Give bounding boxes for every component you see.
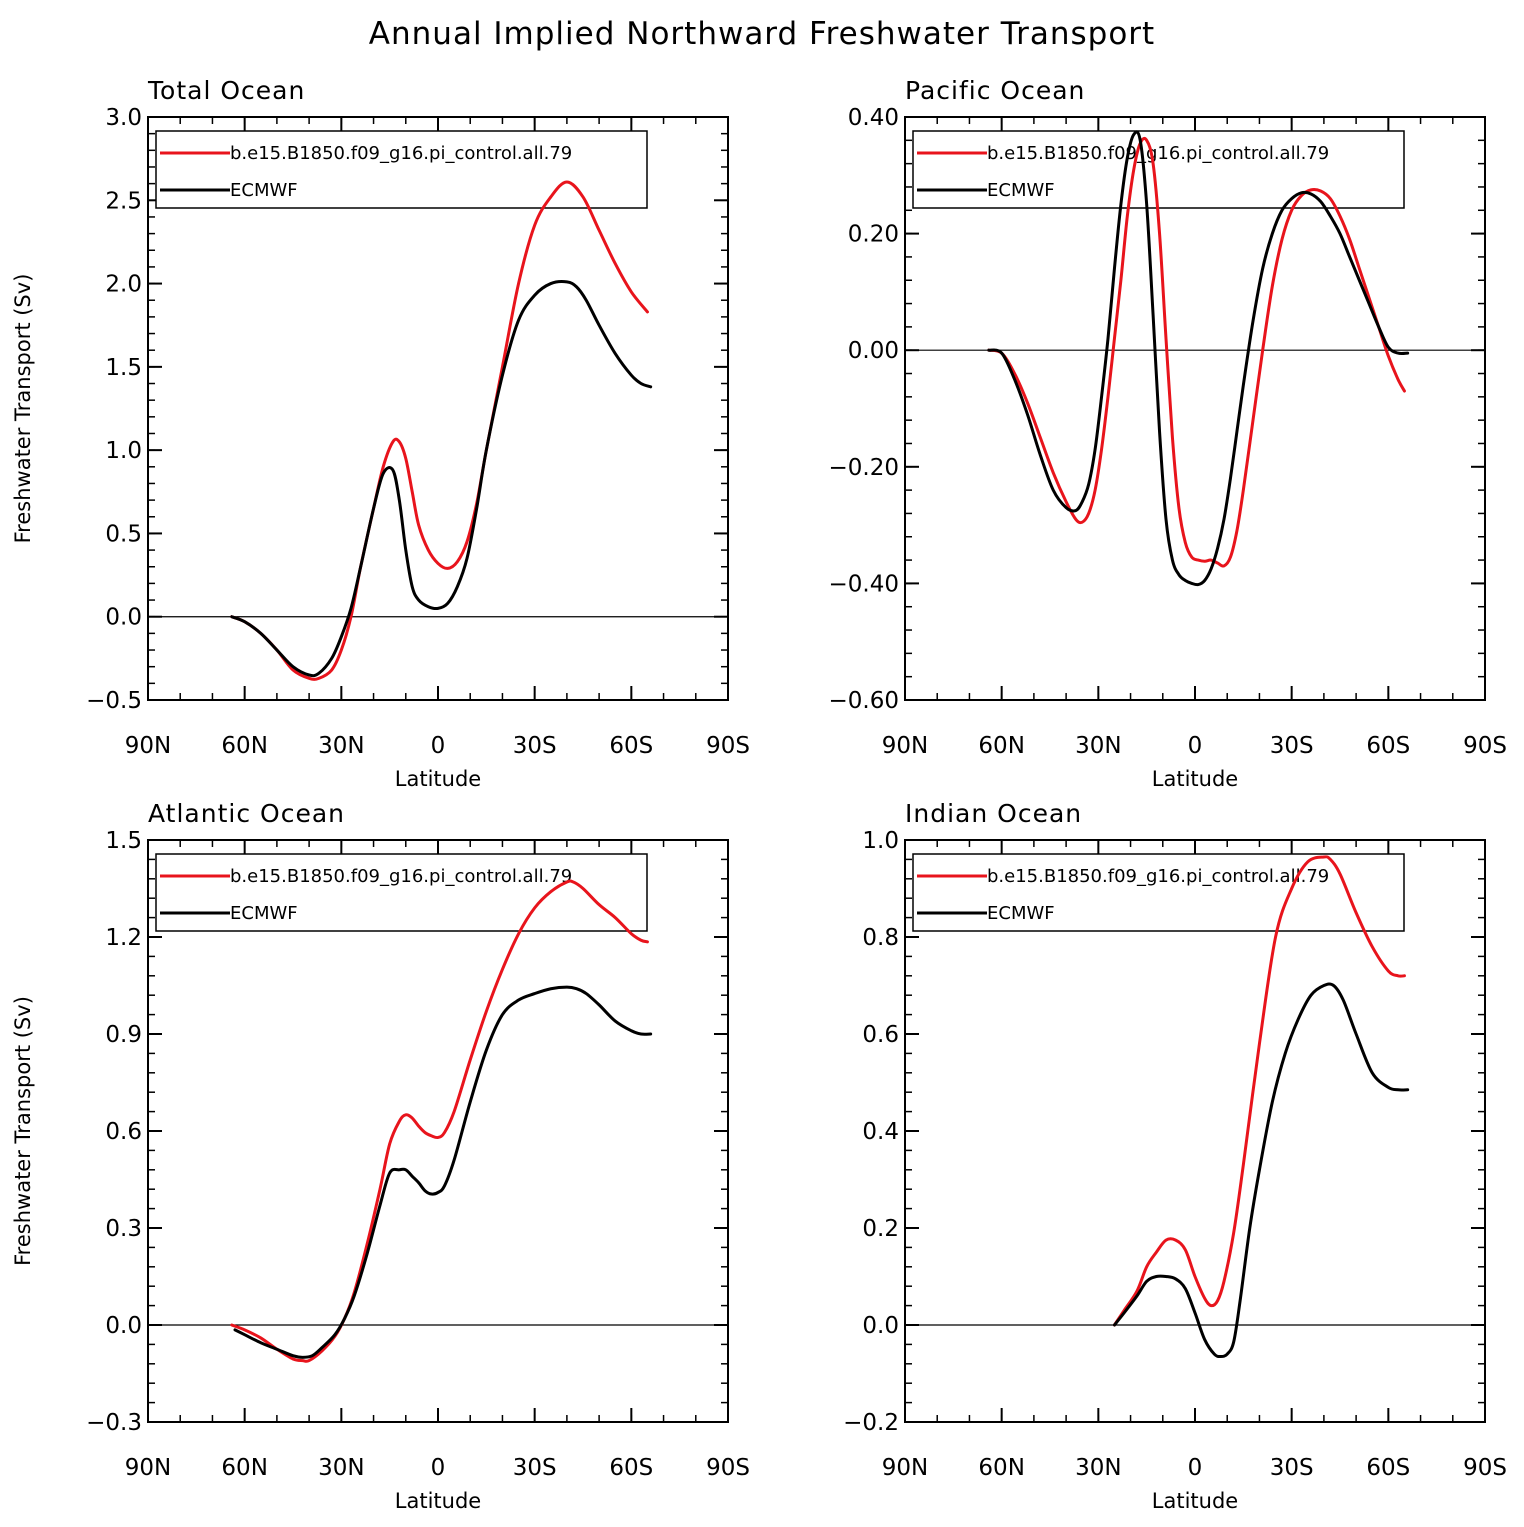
legend-entry: b.e15.B1850.f09_g16.pi_control.all.79 [987,143,1329,164]
series-line-model [230,879,649,1363]
chart-panel: Atlantic Ocean −0.3 0.0 0.3 0.6 0.9 1.2 1.5 90N 6… [11,799,750,1513]
x-tick-label: 90N [882,733,928,759]
x-tick-label: 60N [221,733,267,759]
legend-entry: b.e15.B1850.f09_g16.pi_control.all.79 [230,866,572,887]
y-tick-label: 0.8 [862,925,899,951]
legend-entry: ECMWF [987,903,1055,924]
y-tick-label: 0.5 [105,521,142,547]
x-tick-label: 30S [1270,1455,1314,1481]
x-tick-label: 90N [125,733,171,759]
x-tick-label: 60S [1366,733,1410,759]
x-tick-label: 60S [609,1455,653,1481]
series-line-ecmwf [1112,982,1410,1359]
legend: b.e15.B1850.f09_g16.pi_control.all.79 ECM… [155,130,648,209]
y-tick-label: 2.5 [105,188,142,214]
series-line-model [230,180,649,681]
x-tick-label: 90S [706,733,750,759]
y-tick-label: −0.2 [843,1410,899,1436]
y-tick-label: 0.2 [862,1216,899,1242]
y-tick-label: 0.3 [105,1216,142,1242]
legend: b.e15.B1850.f09_g16.pi_control.all.79 ECM… [912,853,1405,932]
series-line-model [987,137,1406,568]
chart-panel: Pacific Ocean −0.60 −0.40 −0.20 0.00 0.20 0.40… [829,76,1507,791]
x-axis-label: Latitude [395,1489,481,1513]
legend-entry: b.e15.B1850.f09_g16.pi_control.all.79 [987,866,1329,887]
y-tick-label: 0.9 [105,1022,142,1048]
y-tick-label: 0.0 [862,1313,899,1339]
x-tick-label: 30N [1075,733,1121,759]
chart-panels: Total Ocean −0.5 0.0 0.5 1.0 1.5 2.0 2.5 3.0 90N 6… [11,76,1507,1513]
y-tick-label: 0.6 [862,1022,899,1048]
x-tick-label: 30N [318,1455,364,1481]
x-tick-label: 60S [1366,1455,1410,1481]
chart-panel: Total Ocean −0.5 0.0 0.5 1.0 1.5 2.0 2.5 3.0 90N 6… [11,76,750,791]
y-tick-label: 1.0 [105,438,142,464]
x-tick-label: 0 [1188,733,1203,759]
y-tick-label: 0.40 [848,105,899,131]
y-tick-label: 0.0 [105,605,142,631]
x-tick-label: 0 [431,1455,446,1481]
x-tick-label: 90S [1463,1455,1507,1481]
legend-entry: ECMWF [230,903,298,924]
legend-box [155,853,648,932]
y-tick-label: −0.20 [829,455,899,481]
y-tick-label: −0.60 [829,688,899,714]
legend-entry: ECMWF [230,180,298,201]
y-tick-label: 1.5 [105,828,142,854]
x-tick-label: 90N [125,1455,171,1481]
y-tick-label: 0.4 [862,1119,899,1145]
x-tick-label: 0 [1188,1455,1203,1481]
y-tick-label: −0.40 [829,571,899,597]
x-tick-label: 30N [1075,1455,1121,1481]
legend-entry: b.e15.B1850.f09_g16.pi_control.all.79 [230,143,572,164]
x-tick-label: 30S [1270,733,1314,759]
y-tick-label: 1.5 [105,355,142,381]
x-tick-label: 60N [978,1455,1024,1481]
x-axis-label: Latitude [1152,1489,1238,1513]
y-tick-label: 0.6 [105,1119,142,1145]
chart-panel: Indian Ocean −0.2 0.0 0.2 0.4 0.6 0.8 1.0 90N 60N… [843,799,1507,1513]
x-tick-label: 30S [513,733,557,759]
x-axis-label: Latitude [395,767,481,791]
panel-title: Atlantic Ocean [148,799,345,828]
series-line-ecmwf [230,280,653,678]
series-line-ecmwf [987,130,1410,587]
figure-title: Annual Implied Northward Freshwater Tran… [369,16,1155,52]
x-tick-label: 60S [609,733,653,759]
x-tick-label: 90S [706,1455,750,1481]
x-tick-label: 0 [431,733,446,759]
legend-box [155,130,648,209]
x-tick-label: 60N [221,1455,267,1481]
legend: b.e15.B1850.f09_g16.pi_control.all.79 ECM… [912,130,1405,209]
y-tick-label: 1.2 [105,925,142,951]
panel-title: Pacific Ocean [905,76,1085,105]
x-tick-label: 30N [318,733,364,759]
x-axis-label: Latitude [1152,767,1238,791]
x-tick-label: 90N [882,1455,928,1481]
y-tick-label: −0.3 [86,1410,142,1436]
legend-box [912,853,1405,932]
legend: b.e15.B1850.f09_g16.pi_control.all.79 ECM… [155,853,648,932]
y-tick-label: 3.0 [105,105,142,131]
y-tick-label: 0.20 [848,222,899,248]
series-line-model [1112,855,1406,1327]
x-tick-label: 90S [1463,733,1507,759]
y-tick-label: 2.0 [105,272,142,298]
legend-entry: ECMWF [987,180,1055,201]
y-axis-label: Freshwater Transport (Sv) [11,274,35,544]
y-axis-label: Freshwater Transport (Sv) [11,996,35,1266]
y-tick-label: 0.00 [848,338,899,364]
x-tick-label: 60N [978,733,1024,759]
y-tick-label: −0.5 [86,688,142,714]
panel-title: Indian Ocean [905,799,1082,828]
y-tick-label: 0.0 [105,1313,142,1339]
series-line-ecmwf [233,985,653,1359]
y-tick-label: 1.0 [862,828,899,854]
panel-title: Total Ocean [147,76,305,105]
x-tick-label: 30S [513,1455,557,1481]
